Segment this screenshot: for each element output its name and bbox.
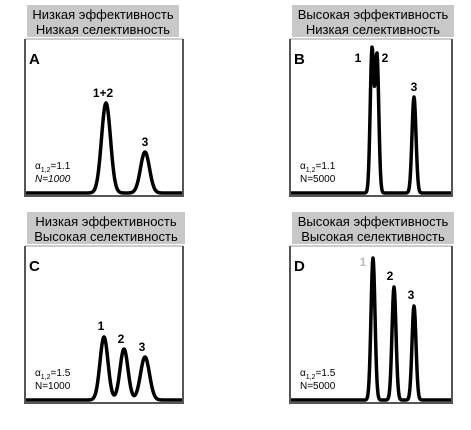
alpha-subscript: 1,2 (306, 167, 316, 174)
alpha-label: α1,2=1.5 (300, 368, 336, 381)
peak-label: 1 (98, 319, 105, 333)
peak-label: 3 (411, 80, 418, 94)
panel-letter: B (294, 51, 305, 68)
panel-title: Низкая селективность (306, 22, 440, 37)
alpha-symbol: α (35, 368, 41, 379)
alpha-subscript: 1,2 (41, 167, 51, 174)
alpha-label: α1,2=1.1 (300, 161, 336, 174)
panel-letter: C (29, 258, 40, 275)
n-label: N=5000 (300, 381, 336, 392)
alpha-symbol: α (35, 161, 41, 172)
peak-label: 1 (355, 51, 362, 65)
alpha-value: =1.1 (316, 161, 336, 172)
peak-label: 3 (139, 340, 146, 354)
panel-title: Высокая селективность (301, 229, 445, 244)
chromatogram (289, 45, 453, 195)
alpha-value: =1.1 (51, 161, 71, 172)
frame (289, 246, 453, 404)
alpha-subscript: 1,2 (41, 374, 51, 381)
alpha-subscript: 1,2 (306, 374, 316, 381)
alpha-value: =1.5 (316, 368, 336, 379)
alpha-label: α1,2=1.5 (35, 368, 71, 381)
panel-letter: D (294, 258, 305, 275)
panel-header (27, 212, 185, 244)
frame (24, 39, 184, 197)
chromatogram (289, 256, 453, 402)
peak-label: 2 (382, 51, 389, 65)
n-label: N=1000 (35, 174, 71, 185)
panel-title: Низкая селективность (36, 22, 170, 37)
chromatogram (24, 335, 184, 402)
alpha-value: =1.5 (51, 368, 71, 379)
panel-letter: A (29, 51, 40, 68)
peak-label: 1 (360, 255, 367, 269)
panel-title: Низкая эффективность (35, 214, 177, 229)
panel-header (27, 5, 179, 37)
panel-title: Низкая эффективность (32, 7, 174, 22)
peak-label: 2 (387, 269, 394, 283)
peak-label: 3 (142, 135, 149, 149)
peak-label: 3 (408, 288, 415, 302)
chromatogram (24, 101, 184, 195)
panel-title: Высокая эффективность (298, 7, 449, 22)
panel-header (292, 5, 454, 37)
frame (289, 39, 453, 197)
alpha-symbol: α (300, 161, 306, 172)
alpha-symbol: α (300, 368, 306, 379)
n-label: N=1000 (35, 381, 71, 392)
frame (24, 246, 184, 404)
n-label: N=5000 (300, 174, 336, 185)
alpha-label: α1,2=1.1 (35, 161, 71, 174)
peak-label: 1+2 (93, 86, 114, 100)
panel-title: Высокая эффективность (298, 214, 449, 229)
peak-label: 2 (118, 332, 125, 346)
panel-header (292, 212, 454, 244)
panel-title: Высокая селективность (34, 229, 178, 244)
